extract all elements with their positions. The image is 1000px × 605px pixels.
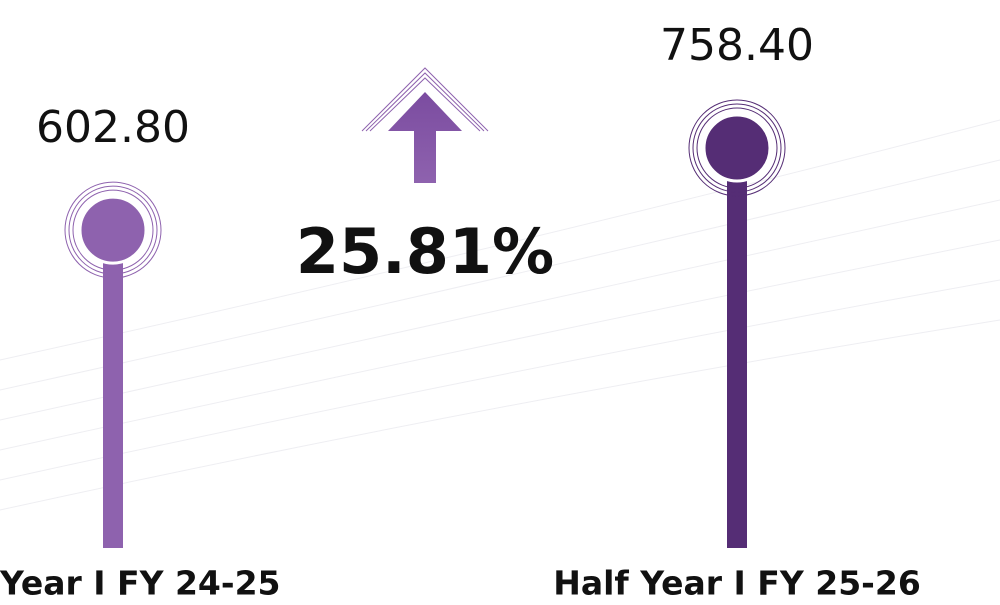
value-label: 758.40 <box>660 20 814 71</box>
head <box>78 195 148 265</box>
value-label: 602.80 <box>36 102 190 153</box>
head <box>702 113 772 183</box>
up-arrow <box>361 67 489 183</box>
change-annotation: 25.81% <box>296 215 554 288</box>
stem <box>103 230 123 548</box>
ring <box>72 189 154 271</box>
ring <box>688 99 786 197</box>
category-label: Year I FY 24-25 <box>0 564 281 603</box>
category-label: Half Year I FY 25-26 <box>553 564 921 603</box>
ring <box>696 107 778 189</box>
ring <box>68 185 158 275</box>
background-lines <box>0 119 1000 511</box>
stem <box>727 148 747 548</box>
ring <box>692 103 782 193</box>
ring <box>64 181 162 279</box>
